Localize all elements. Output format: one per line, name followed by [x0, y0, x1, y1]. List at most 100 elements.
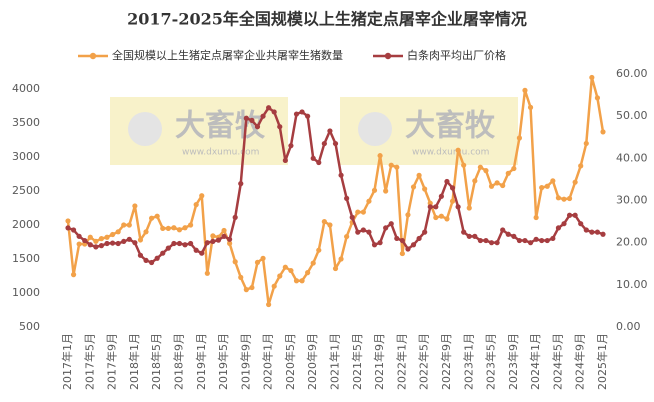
point [227, 240, 233, 246]
point [143, 257, 149, 263]
point [505, 231, 511, 237]
point [193, 202, 199, 208]
point [539, 237, 545, 244]
point [338, 172, 344, 178]
point [544, 183, 550, 189]
point [210, 233, 216, 239]
y-tick-label: 1500 [12, 252, 40, 265]
point [583, 227, 589, 233]
legend-label: 全国规模以上生猪定点屠宰企业共屠宰生猪数量 [112, 48, 343, 62]
point [87, 234, 93, 240]
point [121, 238, 127, 245]
point [472, 233, 478, 239]
legend-marker [384, 52, 392, 60]
point [388, 221, 394, 227]
watermark: 大畜牧 www.dxumu.com 大畜牧 www.dxumu.com [110, 97, 518, 165]
y-tick-label: 2500 [12, 184, 40, 197]
point [416, 172, 422, 178]
x-tick-label: 2018年1月 [127, 333, 141, 390]
x-tick-label: 2024年5月 [550, 333, 564, 390]
point [160, 225, 166, 232]
point [193, 247, 199, 253]
point [427, 204, 433, 210]
point [310, 260, 316, 266]
point [583, 140, 589, 147]
point [176, 240, 183, 247]
y-tick-label: 500 [19, 320, 40, 333]
x-tick-label: 2022年5月 [417, 333, 431, 390]
y2-tick-label: 20.00 [616, 236, 648, 249]
point [182, 225, 188, 231]
point [516, 135, 523, 141]
point [344, 233, 350, 240]
point [93, 244, 99, 250]
point [171, 225, 177, 231]
point [550, 235, 556, 242]
point [555, 225, 562, 231]
point [70, 227, 77, 233]
point [176, 227, 183, 233]
point [422, 186, 428, 192]
y2-tick-label: 30.00 [616, 194, 648, 207]
point [137, 252, 144, 258]
point [572, 212, 578, 218]
point [494, 240, 500, 246]
point [366, 229, 372, 235]
point [93, 238, 99, 244]
x-tick-label: 2017年5月 [82, 333, 96, 390]
point [438, 213, 444, 219]
point [271, 283, 277, 289]
x-tick-label: 2017年9月 [105, 333, 119, 390]
point [566, 195, 573, 202]
point [438, 193, 444, 199]
point [321, 219, 327, 225]
x-tick-label: 2020年9月 [305, 333, 319, 390]
point [137, 237, 144, 243]
y2-tick-label: 50.00 [616, 109, 648, 122]
point [410, 242, 417, 248]
point [511, 165, 517, 172]
x-tick-label: 2024年9月 [573, 333, 587, 390]
point [539, 185, 545, 191]
point [444, 178, 450, 185]
point [316, 159, 322, 166]
point [500, 227, 506, 233]
point [143, 229, 149, 235]
point [488, 183, 495, 189]
point [249, 284, 255, 291]
point [227, 236, 233, 242]
point [271, 109, 277, 115]
point [533, 214, 539, 221]
point [349, 214, 355, 220]
x-tick-label: 2017年1月 [60, 333, 74, 390]
point [455, 204, 461, 210]
x-tick-label: 2024年1月 [528, 333, 542, 390]
point [204, 240, 210, 246]
point [115, 240, 121, 247]
point [305, 113, 311, 119]
x-tick-label: 2022年9月 [439, 333, 453, 390]
point [383, 225, 389, 231]
point [332, 265, 339, 272]
y-tick-label: 3500 [12, 116, 40, 129]
watermark-url: www.dxumu.com [412, 148, 489, 158]
point [293, 111, 300, 117]
point [377, 240, 383, 246]
point [109, 231, 116, 238]
y2-tick-label: 10.00 [616, 278, 648, 291]
point [578, 163, 584, 169]
y2-tick-label: 60.00 [616, 67, 648, 80]
point [243, 115, 249, 121]
x-tick-label: 2023年1月 [461, 333, 475, 390]
x-tick-label: 2021年1月 [328, 333, 342, 390]
x-tick-label: 2022年1月 [394, 333, 408, 390]
point [188, 240, 194, 247]
point [516, 237, 523, 244]
point [455, 147, 461, 153]
point [449, 198, 456, 204]
point [449, 185, 456, 191]
point [232, 259, 238, 265]
point [327, 222, 333, 228]
y2-tick-label: 40.00 [616, 151, 648, 164]
